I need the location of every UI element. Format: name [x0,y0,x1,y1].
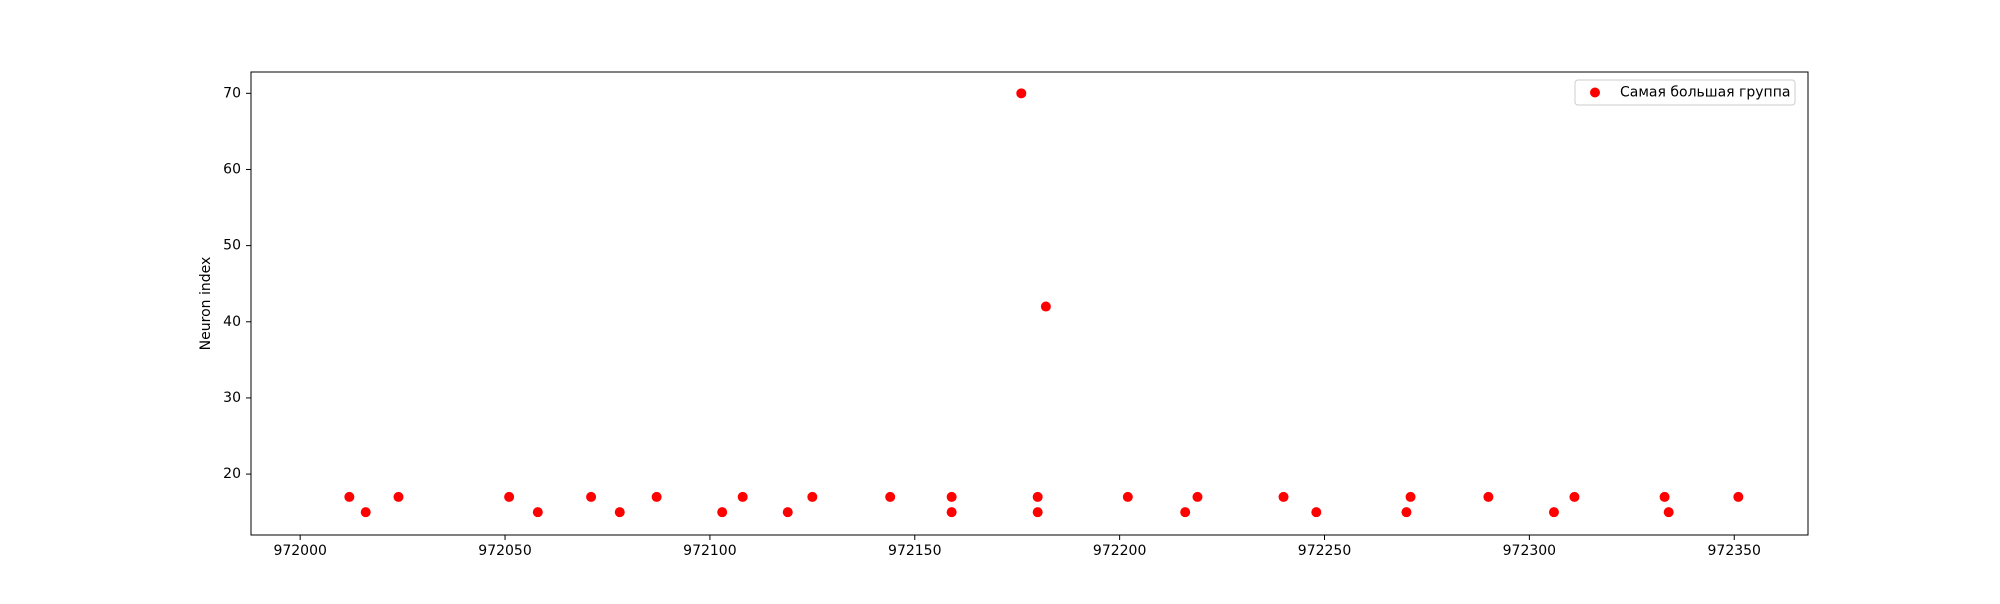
data-point [651,491,662,502]
plot-area [250,71,1809,536]
y-tick-label: 40 [223,314,241,330]
data-point [504,491,515,502]
data-point [1659,491,1670,502]
data-point [1401,507,1412,518]
x-tick-label: 972350 [1708,543,1761,559]
y-axis-label: Neuron index [198,257,214,351]
data-point [782,507,793,518]
data-point [1733,491,1744,502]
data-point [946,507,957,518]
x-tick-label: 972000 [273,543,326,559]
y-axis: 20 30 40 50 60 70 [223,85,251,482]
x-tick-label: 972300 [1503,543,1556,559]
data-point [614,507,625,518]
data-point [1032,507,1043,518]
data-point [393,491,404,502]
x-tick-label: 972050 [478,543,531,559]
data-point [1663,507,1674,518]
data-point [1192,491,1203,502]
y-tick-label: 20 [223,466,241,482]
data-point [1483,491,1494,502]
data-point [360,507,371,518]
data-point [1016,88,1027,99]
legend: Самая большая группа [1574,79,1796,106]
data-point [807,491,818,502]
data-point [885,491,896,502]
data-point [1311,507,1322,518]
x-tick-label: 972150 [888,543,941,559]
data-point [1405,491,1416,502]
x-tick-label: 972100 [683,543,736,559]
legend-box [1574,79,1796,106]
y-tick-label: 50 [223,238,241,254]
x-axis: 972000 972050 972100 972150 972200 972250 9723… [273,535,1761,559]
data-point [946,491,957,502]
x-tick-label: 972200 [1093,543,1146,559]
data-point [1548,507,1559,518]
y-tick-label: 60 [223,161,241,177]
legend-label: Самая большая группа [1620,85,1790,101]
y-tick-label: 30 [223,390,241,406]
points-layer [344,88,1744,518]
data-point [1122,491,1133,502]
data-point [1040,301,1051,312]
data-point [1278,491,1289,502]
data-point [344,491,355,502]
y-tick-label: 70 [223,85,241,101]
legend-marker-icon [1590,87,1600,98]
x-tick-label: 972250 [1298,543,1351,559]
data-point [1032,491,1043,502]
data-point [1569,491,1580,502]
data-point [717,507,728,518]
data-point [532,507,543,518]
data-point [1180,507,1191,518]
data-point [586,491,597,502]
data-point [737,491,748,502]
